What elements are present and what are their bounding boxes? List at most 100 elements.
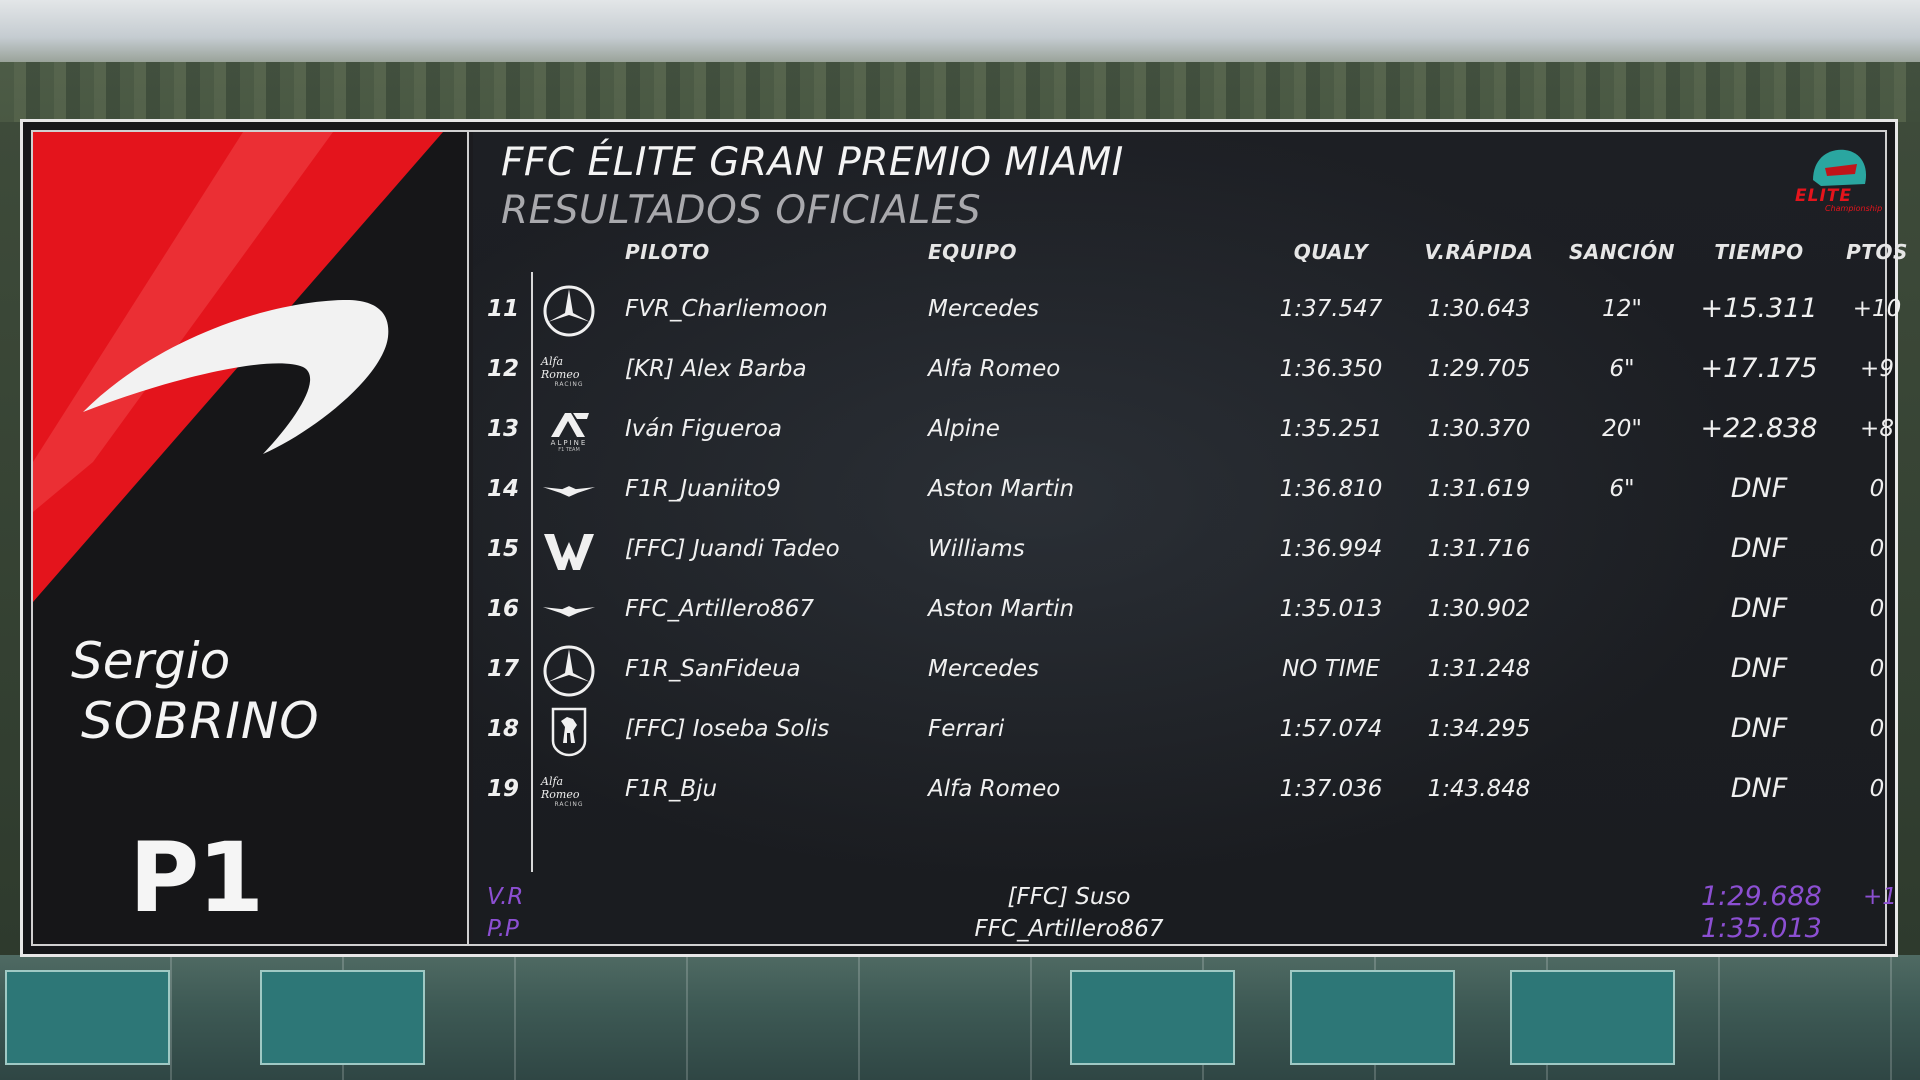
row-tiempo: +22.838 xyxy=(1700,413,1818,444)
row-position: 12 xyxy=(487,356,520,382)
row-sancion: 12" xyxy=(1602,296,1642,322)
table-background xyxy=(473,132,1885,944)
row-position: 19 xyxy=(487,776,520,802)
row-position: 17 xyxy=(487,656,520,682)
row-qualy: 1:36.810 xyxy=(1279,476,1383,502)
alpine-logo-icon: ALPINE F1 TEAM xyxy=(541,405,597,457)
background-court xyxy=(5,970,170,1065)
row-equipo: Ferrari xyxy=(928,716,1005,742)
background-sky xyxy=(0,0,1920,62)
row-ptos: 0 xyxy=(1869,656,1885,682)
results-panel: Sergio SOBRINO P1 FFC ÉLITE GRAN PREMIO … xyxy=(20,119,1907,957)
row-equipo: Aston Martin xyxy=(928,596,1075,622)
column-header-tiempo: TIEMPO xyxy=(1714,240,1804,264)
row-position: 15 xyxy=(487,536,520,562)
row-piloto: F1R_Juaniito9 xyxy=(625,476,781,502)
row-piloto: [FFC] Juandi Tadeo xyxy=(625,536,840,562)
row-sancion: 6" xyxy=(1609,476,1635,502)
column-header-ptos: PTOS xyxy=(1846,240,1908,264)
elite-championship-logo: ELITE Championship xyxy=(1791,144,1882,216)
table-row: 14 F1R_Juaniito9 Aston Martin 1:36.810 1… xyxy=(473,461,1885,521)
background-court xyxy=(1070,970,1235,1065)
row-qualy: 1:36.350 xyxy=(1279,356,1383,382)
row-tiempo: DNF xyxy=(1730,773,1788,804)
fastest-lap-label: V.R xyxy=(487,884,524,910)
fastest-lap-points: +1 xyxy=(1863,884,1897,910)
position-divider-line xyxy=(531,272,533,872)
table-row: 13 ALPINE F1 TEAM Iván Figueroa Alpine 1… xyxy=(473,401,1894,461)
background-court xyxy=(1510,970,1675,1065)
row-vrapida: 1:29.705 xyxy=(1427,356,1531,382)
pole-position-time: 1:35.013 xyxy=(1701,913,1822,944)
event-subtitle: RESULTADOS OFICIALES xyxy=(501,188,982,233)
row-position: 11 xyxy=(487,296,520,322)
elite-helmet-icon xyxy=(1813,149,1867,186)
row-vrapida: 1:30.643 xyxy=(1427,296,1531,322)
row-ptos: 0 xyxy=(1869,536,1885,562)
row-position: 14 xyxy=(487,476,520,502)
featured-position: P1 xyxy=(129,822,264,934)
results-table-area: FFC ÉLITE GRAN PREMIO MIAMI RESULTADOS O… xyxy=(473,132,1907,944)
column-header-piloto: PILOTO xyxy=(625,240,710,264)
table-row: 17 F1R_SanFideua Mercedes NO TIME 1:31.2… xyxy=(473,641,1885,701)
row-tiempo: DNF xyxy=(1730,593,1788,624)
table-row: 19 Alfa Romeo RACING F1R_Bju Alfa Romeo … xyxy=(473,761,1885,821)
row-vrapida: 1:31.248 xyxy=(1427,656,1531,682)
alfa-romeo-logo-icon: Alfa Romeo RACING xyxy=(541,345,597,397)
mercedes-logo-icon xyxy=(541,645,597,697)
table-row: 12 Alfa Romeo RACING [KR] Alex Barba Alf… xyxy=(473,341,1894,401)
row-piloto: [KR] Alex Barba xyxy=(625,356,807,382)
table-row: 16 FFC_Artillero867 Aston Martin 1:35.01… xyxy=(473,581,1885,641)
row-qualy: 1:57.074 xyxy=(1279,716,1383,742)
row-qualy: 1:37.036 xyxy=(1279,776,1383,802)
row-tiempo: DNF xyxy=(1730,533,1788,564)
results-panel-inner: Sergio SOBRINO P1 FFC ÉLITE GRAN PREMIO … xyxy=(31,130,1907,946)
column-header-qualy: QUALY xyxy=(1293,240,1369,264)
row-equipo: Mercedes xyxy=(928,656,1039,682)
row-ptos: +8 xyxy=(1860,416,1894,442)
pole-position-label: P.P xyxy=(487,916,519,942)
row-vrapida: 1:43.848 xyxy=(1427,776,1531,802)
row-tiempo: +15.311 xyxy=(1700,293,1818,324)
featured-driver-last-name: SOBRINO xyxy=(81,692,320,750)
row-ptos: 0 xyxy=(1869,476,1885,502)
alfa-logo-script: Alfa Romeo xyxy=(541,354,580,381)
table-row: 18 [FFC] Ioseba Solis Ferrari 1:57.074 1… xyxy=(473,701,1885,761)
row-ptos: 0 xyxy=(1869,716,1885,742)
williams-logo-icon xyxy=(541,525,597,577)
alpine-logo-word: ALPINE xyxy=(550,439,588,447)
row-equipo: Mercedes xyxy=(928,296,1039,322)
row-tiempo: DNF xyxy=(1730,713,1788,744)
row-qualy: 1:35.251 xyxy=(1279,416,1383,442)
alfa-romeo-logo-icon: Alfa Romeo RACING xyxy=(541,765,597,817)
row-piloto: FVR_Charliemoon xyxy=(625,296,828,322)
table-row: 15 [FFC] Juandi Tadeo Williams 1:36.994 … xyxy=(473,521,1885,581)
row-piloto: F1R_Bju xyxy=(625,776,718,802)
row-qualy: NO TIME xyxy=(1282,656,1380,682)
ferrari-logo-icon xyxy=(541,705,597,757)
row-piloto: Iván Figueroa xyxy=(625,416,782,442)
column-header-equipo: EQUIPO xyxy=(928,240,1018,264)
row-vrapida: 1:30.902 xyxy=(1427,596,1531,622)
row-position: 13 xyxy=(487,416,520,442)
row-vrapida: 1:30.370 xyxy=(1427,416,1531,442)
row-tiempo: +17.175 xyxy=(1700,353,1818,384)
row-piloto: FFC_Artillero867 xyxy=(625,596,814,622)
row-piloto: F1R_SanFideua xyxy=(625,656,801,682)
row-qualy: 1:37.547 xyxy=(1279,296,1383,322)
background-court xyxy=(1290,970,1455,1065)
row-equipo: Aston Martin xyxy=(928,476,1075,502)
row-equipo: Alfa Romeo xyxy=(928,776,1061,802)
alfa-logo-racing: RACING xyxy=(554,800,584,808)
row-sancion: 6" xyxy=(1609,356,1635,382)
background-city xyxy=(0,62,1920,122)
fastest-lap-time: 1:29.688 xyxy=(1701,881,1822,912)
elite-logo-text: ELITE xyxy=(1795,186,1852,206)
row-ptos: 0 xyxy=(1869,596,1885,622)
row-vrapida: 1:34.295 xyxy=(1427,716,1531,742)
fastest-lap-driver: [FFC] Suso xyxy=(1007,884,1131,910)
alpine-logo-sub: F1 TEAM xyxy=(558,447,580,453)
event-title: FFC ÉLITE GRAN PREMIO MIAMI xyxy=(501,140,1124,185)
row-ptos: 0 xyxy=(1869,776,1885,802)
row-equipo: Alfa Romeo xyxy=(928,356,1061,382)
